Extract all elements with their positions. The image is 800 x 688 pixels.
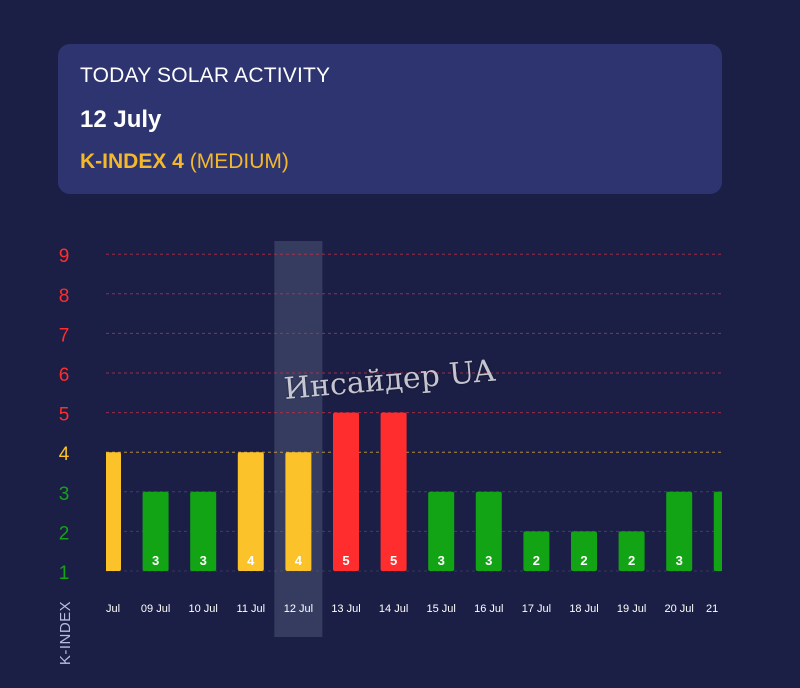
bar bbox=[618, 531, 645, 571]
y-tick-label: 1 bbox=[59, 563, 70, 584]
bar-value-label: 3 bbox=[200, 553, 207, 568]
bar bbox=[475, 491, 502, 571]
card-date: 12 July bbox=[80, 106, 162, 133]
bar-value-label: 3 bbox=[152, 553, 159, 568]
bar bbox=[523, 531, 550, 571]
x-tick-label: 19 Jul bbox=[617, 603, 646, 615]
x-tick-label: 21 bbox=[706, 603, 718, 615]
x-tick-label: 11 Jul bbox=[237, 603, 266, 615]
bar bbox=[666, 491, 693, 571]
y-tick-label: 3 bbox=[59, 484, 70, 505]
bar-value-label: 3 bbox=[438, 553, 445, 568]
bar bbox=[571, 531, 597, 571]
y-tick-label: 5 bbox=[59, 405, 70, 426]
y-tick-label: 7 bbox=[59, 325, 70, 346]
x-tick-label: 12 Jul bbox=[284, 603, 313, 615]
x-tick-label: 16 Jul bbox=[474, 603, 503, 615]
card-title: TODAY SOLAR ACTIVITY bbox=[80, 64, 331, 87]
y-tick-label: 4 bbox=[59, 444, 70, 465]
bar bbox=[428, 491, 455, 571]
y-tick-label: 8 bbox=[59, 286, 70, 307]
y-tick-label: 9 bbox=[59, 246, 70, 267]
bar-value-label: 2 bbox=[533, 553, 540, 568]
bar bbox=[142, 491, 169, 571]
x-tick-label: 14 Jul bbox=[379, 603, 408, 615]
x-tick-label: 13 Jul bbox=[331, 603, 360, 615]
bar-value-label: 4 bbox=[295, 553, 303, 568]
x-tick-label: 15 Jul bbox=[427, 603, 456, 615]
bar bbox=[237, 452, 264, 571]
x-tick-label: 18 Jul bbox=[569, 603, 598, 615]
bar-value-label: 3 bbox=[485, 553, 492, 568]
x-tick-label: 09 Jul bbox=[141, 603, 170, 615]
bar-value-label: 2 bbox=[628, 553, 635, 568]
bar bbox=[380, 412, 407, 571]
x-tick-label: 10 Jul bbox=[189, 603, 218, 615]
bar bbox=[285, 452, 312, 571]
bar-value-label: 3 bbox=[676, 553, 683, 568]
bar-value-label: 4 bbox=[247, 553, 255, 568]
bar-value-label: 5 bbox=[390, 553, 397, 568]
bar bbox=[106, 452, 121, 571]
x-tick-label: 20 Jul bbox=[665, 603, 694, 615]
bar bbox=[190, 491, 217, 571]
bar bbox=[333, 412, 359, 571]
x-tick-label: 17 Jul bbox=[522, 603, 551, 615]
activity-card: TODAY SOLAR ACTIVITY 12 July K-INDEX 4 (… bbox=[58, 44, 722, 194]
bar bbox=[713, 491, 722, 571]
y-tick-label: 6 bbox=[59, 365, 70, 386]
x-tick-label: Jul bbox=[106, 603, 120, 615]
bar-value-label: 5 bbox=[342, 553, 349, 568]
highlight-column bbox=[274, 241, 323, 637]
kindex-summary: K-INDEX 4 (MEDIUM) bbox=[80, 150, 289, 174]
bar-value-label: 2 bbox=[580, 553, 587, 568]
kindex-level: (MEDIUM) bbox=[189, 150, 289, 173]
y-tick-label: 2 bbox=[59, 523, 70, 544]
y-axis-label: K-INDEX bbox=[57, 601, 74, 665]
kindex-value: K-INDEX 4 bbox=[80, 150, 184, 173]
